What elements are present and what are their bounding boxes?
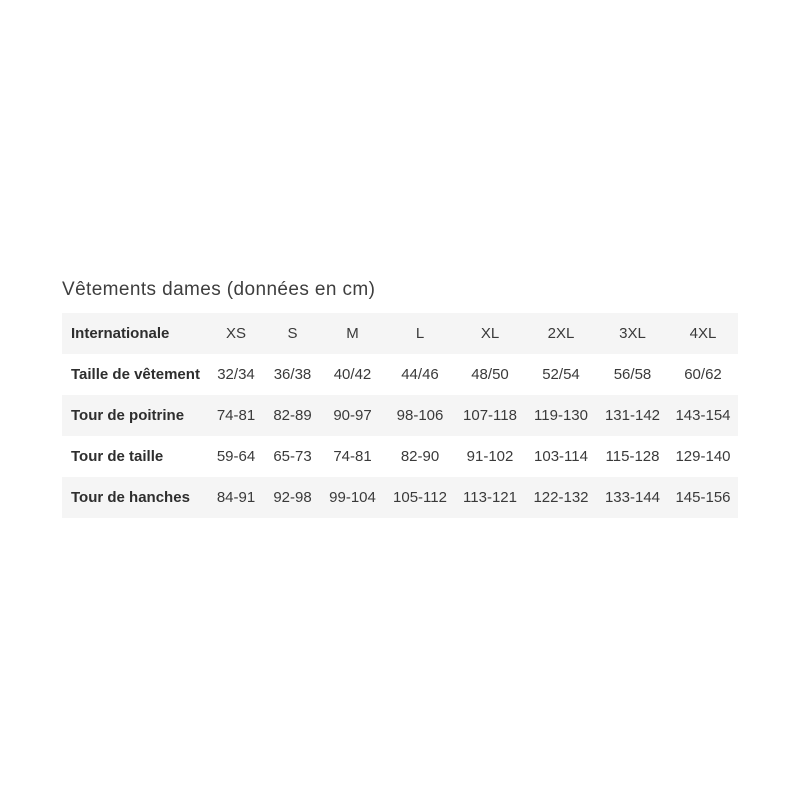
cell: 52/54 bbox=[542, 366, 580, 383]
cell: 36/38 bbox=[273, 366, 312, 383]
row-label: Taille de vêtement bbox=[71, 366, 200, 383]
cell: 103-114 bbox=[534, 448, 588, 465]
cell: 82-90 bbox=[400, 448, 440, 465]
page-title: Vêtements dames (données en cm) bbox=[62, 279, 376, 300]
cell: 119-130 bbox=[534, 407, 588, 424]
cell: 91-102 bbox=[466, 448, 514, 465]
cell: 115-128 bbox=[605, 448, 660, 465]
cell: 56/58 bbox=[613, 366, 652, 383]
header-cell-3xl: 3XL bbox=[619, 325, 646, 342]
cell: 40/42 bbox=[333, 366, 372, 383]
cell: 90-97 bbox=[333, 407, 372, 424]
cell: 84-91 bbox=[216, 489, 256, 506]
cell: 82-89 bbox=[273, 407, 312, 424]
table-header-row: Internationale XS S M L XL 2XL 3XL 4XL bbox=[62, 313, 738, 354]
size-guide-section: Vêtements dames (données en cm) Internat… bbox=[62, 279, 738, 518]
table-row-tour-poitrine: Tour de poitrine 74-81 82-89 90-97 98-10… bbox=[62, 395, 738, 436]
cell: 143-154 bbox=[675, 407, 731, 424]
header-cell-l: L bbox=[415, 325, 425, 342]
cell: 74-81 bbox=[333, 448, 372, 465]
table-row-tour-taille: Tour de taille 59-64 65-73 74-81 82-90 9… bbox=[62, 436, 738, 477]
cell: 99-104 bbox=[329, 489, 376, 506]
row-label: Tour de hanches bbox=[71, 489, 190, 506]
cell: 74-81 bbox=[216, 407, 256, 424]
row-label-internationale: Internationale bbox=[71, 325, 170, 342]
cell: 48/50 bbox=[471, 366, 509, 383]
cell: 113-121 bbox=[463, 489, 517, 506]
header-cell-xl: XL bbox=[480, 325, 500, 342]
cell: 133-144 bbox=[604, 489, 661, 506]
cell: 145-156 bbox=[675, 489, 731, 506]
row-label: Tour de poitrine bbox=[71, 407, 185, 424]
cell: 107-118 bbox=[463, 407, 517, 424]
cell: 98-106 bbox=[396, 407, 444, 424]
header-cell-xs: XS bbox=[225, 325, 246, 342]
size-table: Internationale XS S M L XL 2XL 3XL 4XL T… bbox=[62, 313, 738, 518]
cell: 44/46 bbox=[401, 366, 439, 383]
cell: 92-98 bbox=[273, 489, 312, 506]
cell: 131-142 bbox=[604, 407, 661, 424]
cell: 59-64 bbox=[216, 448, 256, 465]
table-row-taille-vetement: Taille de vêtement 32/34 36/38 40/42 44/… bbox=[62, 354, 738, 395]
header-cell-4xl: 4XL bbox=[689, 325, 717, 342]
header-cell-m: M bbox=[346, 325, 359, 342]
row-label: Tour de taille bbox=[71, 448, 164, 465]
cell: 129-140 bbox=[675, 448, 731, 465]
cell: 65-73 bbox=[273, 448, 312, 465]
cell: 32/34 bbox=[217, 366, 255, 383]
cell: 105-112 bbox=[393, 489, 447, 506]
cell: 122-132 bbox=[533, 489, 589, 506]
header-cell-2xl: 2XL bbox=[547, 325, 575, 342]
cell: 60/62 bbox=[684, 366, 722, 383]
table-row-tour-hanches: Tour de hanches 84-91 92-98 99-104 105-1… bbox=[62, 477, 738, 518]
header-cell-s: S bbox=[287, 325, 298, 342]
